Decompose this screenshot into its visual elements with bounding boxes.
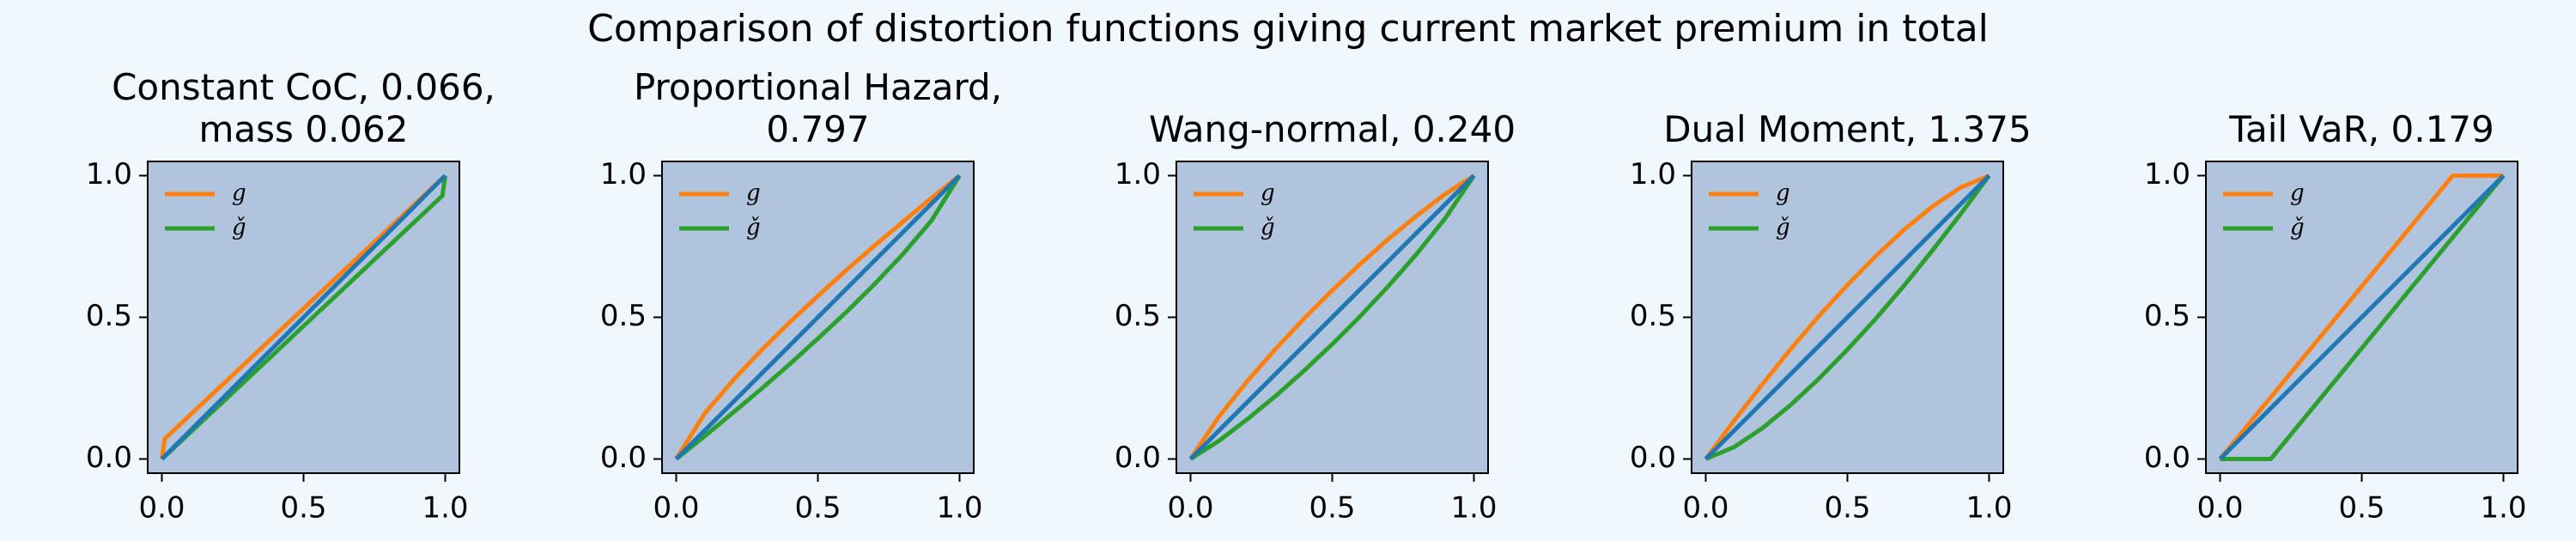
y-tick-label: 0.0 [1115, 441, 1161, 475]
x-tick-label: 1.0 [1965, 491, 2012, 526]
series-line [2218, 173, 2504, 461]
x-tick-label: 1.0 [1450, 491, 1497, 526]
legend-label: ǧ [232, 215, 246, 240]
legend-label: g [1261, 180, 1275, 206]
series-line [1189, 174, 1476, 461]
x-tick-label: 1.0 [2480, 491, 2526, 526]
series-line [674, 174, 962, 461]
y-tick-label: 0.5 [1115, 299, 1161, 333]
legend-label: ǧ [1776, 215, 1790, 240]
x-tick-label: 0.0 [1167, 491, 1213, 526]
series-line [2220, 173, 2506, 461]
series-line [1188, 173, 1476, 461]
legend-label: g [746, 180, 761, 206]
plot-frame [147, 161, 460, 474]
x-tick-label: 0.0 [2196, 491, 2243, 526]
series-line [1704, 173, 1991, 461]
chart-title: Dual Moment, 1.375 [1663, 108, 2032, 151]
chart-title: Proportional Hazard, 0.797 [633, 65, 1003, 151]
x-tick-label: 0.5 [1309, 491, 1355, 526]
figure-title: Comparison of distortion functions givin… [587, 7, 1989, 51]
y-tick-label: 0.5 [2144, 299, 2190, 333]
series-line [160, 173, 447, 461]
x-tick-label: 0.5 [794, 491, 841, 526]
y-tick-label: 1.0 [2144, 157, 2190, 191]
x-tick-label: 0.5 [1824, 491, 1870, 526]
y-tick-label: 1.0 [1630, 157, 1676, 191]
series-line [2218, 173, 2506, 461]
series-line [1188, 173, 1475, 460]
legend-label: g [232, 180, 246, 206]
x-tick-label: 1.0 [422, 491, 468, 526]
plot-frame [1691, 161, 2004, 474]
series-line [674, 173, 962, 460]
chart-title: Wang-normal, 0.240 [1148, 108, 1516, 151]
y-tick-label: 1.0 [1115, 157, 1161, 191]
y-tick-label: 0.5 [86, 299, 132, 333]
y-tick-label: 0.0 [600, 441, 647, 475]
legend-label: ǧ [746, 215, 761, 240]
y-tick-label: 0.5 [600, 299, 647, 333]
chart-title: Constant CoC, 0.066, mass 0.062 [112, 65, 495, 151]
series-line [674, 173, 962, 461]
y-tick-label: 0.0 [1630, 441, 1676, 475]
legend-label: g [1776, 180, 1790, 206]
series-line [1704, 173, 1990, 460]
y-tick-label: 0.0 [86, 441, 132, 475]
y-tick-label: 1.0 [600, 157, 647, 191]
chart-title: Tail VaR, 0.179 [2229, 108, 2494, 151]
legend-label: ǧ [1261, 215, 1275, 240]
legend-label: g [2290, 180, 2305, 206]
y-tick-label: 0.0 [2144, 441, 2190, 475]
plot-frame [2205, 161, 2518, 474]
x-tick-label: 0.5 [280, 491, 326, 526]
legend-label: ǧ [2290, 215, 2305, 240]
x-tick-label: 0.0 [1682, 491, 1728, 526]
plot-frame [661, 161, 975, 474]
x-tick-label: 0.5 [2338, 491, 2385, 526]
y-tick-label: 1.0 [86, 157, 132, 191]
plot-frame [1176, 161, 1489, 474]
x-tick-label: 0.0 [138, 491, 185, 526]
series-line [1704, 174, 1991, 461]
x-tick-label: 1.0 [936, 491, 982, 526]
x-tick-label: 0.0 [653, 491, 699, 526]
y-tick-label: 0.5 [1630, 299, 1676, 333]
